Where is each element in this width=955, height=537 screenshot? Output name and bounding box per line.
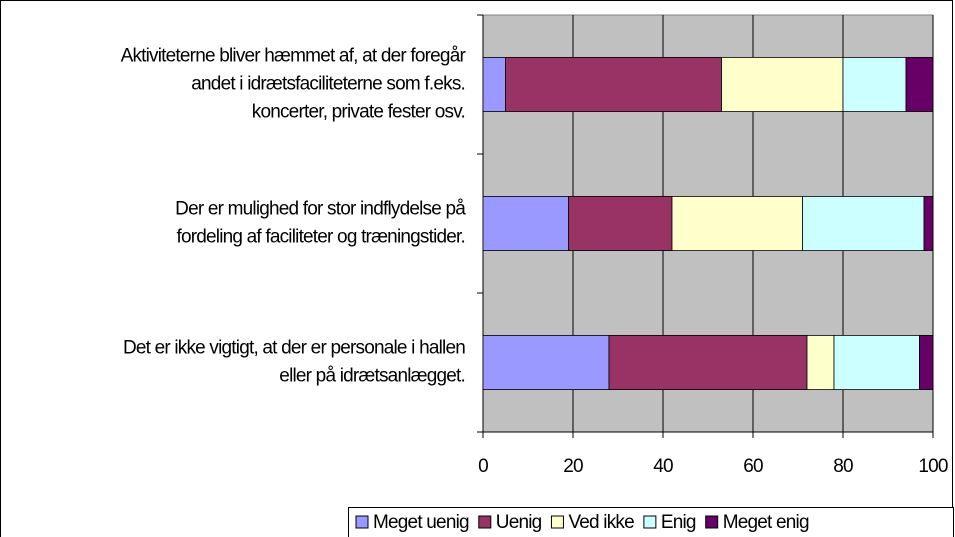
legend-label: Enig [661,512,696,533]
legend-swatch [478,515,492,529]
legend-swatch [355,515,369,529]
legend-swatch [643,515,657,529]
legend-label: Ved ikke [568,512,634,533]
x-tick-label: 100 [918,456,948,477]
y-tick-label: Der er mulighed for stor indflydelse på [175,199,466,220]
bar [608,334,808,391]
y-tick-label: koncerter, private fester osv. [252,102,465,123]
bar [919,334,934,391]
bar [721,56,844,113]
x-tick-label: 0 [478,456,488,477]
y-tick-label: fordeling af faciliteter og træningstide… [176,227,465,248]
bar [806,334,835,391]
y-tick-label: Aktiviteterne bliver hæmmet af, at der f… [121,46,467,67]
bar [482,195,569,252]
y-tick-label: Det er ikke vigtigt, at der er personale… [123,338,465,359]
x-tick-label: 60 [743,456,763,477]
legend-label: Meget enig [723,512,809,533]
legend-label: Uenig [496,512,542,533]
legend-label: Meget uenig [373,512,469,533]
bar [802,195,925,252]
bar [923,195,934,252]
bar [671,195,803,252]
bar [482,334,610,391]
bar [568,195,673,252]
y-tick-label: eller på idrætsanlægget. [279,366,465,387]
x-tick-label: 40 [653,456,673,477]
x-tick-label: 80 [833,456,853,477]
y-tick-label: andet i idrætsfaciliteterne som f.eks. [191,74,465,95]
bar [833,334,920,391]
bar [842,56,907,113]
legend-swatch [705,515,719,529]
bar [905,56,934,113]
bar [482,56,506,113]
legend-swatch [550,515,564,529]
bar [505,56,722,113]
legend [348,507,954,537]
x-tick-label: 20 [563,456,583,477]
